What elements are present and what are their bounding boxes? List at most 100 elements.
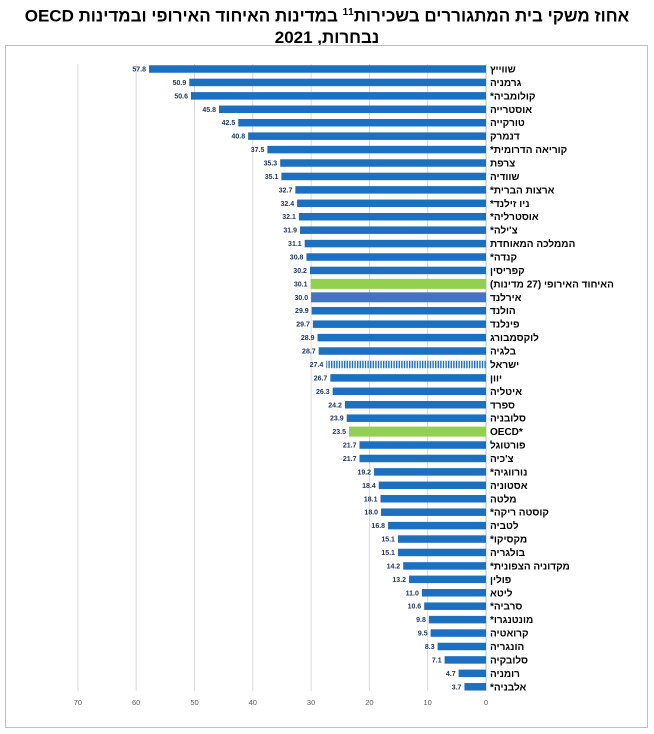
value-label: 40.8 <box>232 134 246 141</box>
category-label: אסטוניה <box>490 481 528 492</box>
gridlines <box>77 64 487 691</box>
value-label: 13.2 <box>392 577 406 584</box>
value-label: 7.1 <box>432 657 442 664</box>
value-label: 16.8 <box>371 523 385 530</box>
value-label: 21.7 <box>343 456 357 463</box>
value-label: 29.9 <box>295 308 309 315</box>
title-text-1-rest: במדינות האיחוד האירופי ובמדינות OECD <box>24 6 343 26</box>
bar <box>348 426 486 437</box>
value-label: 45.8 <box>202 107 216 114</box>
bar <box>421 589 486 597</box>
value-label: 30.1 <box>294 281 308 288</box>
x-tick-label: 50 <box>190 698 198 707</box>
category-label: לוקסמבורג <box>490 332 539 344</box>
value-label: 15.1 <box>381 550 395 557</box>
value-label: 9.5 <box>418 631 428 638</box>
bar <box>359 454 486 463</box>
bar <box>310 278 486 289</box>
bar <box>397 535 486 543</box>
chart-title: אחוז משקי בית המתגוררים בשכירות11 במדינו… <box>0 2 654 48</box>
bar <box>430 629 486 637</box>
bar <box>381 508 486 516</box>
bar <box>332 387 486 396</box>
value-label: 24.2 <box>328 402 342 409</box>
value-label: 32.1 <box>282 214 296 221</box>
bar <box>378 481 486 490</box>
bar <box>238 118 486 127</box>
labels: 0 10 20 30 40 50 60 70 57.8 שווייץ 50.9 גרמניה 50.6 ק… <box>74 65 614 708</box>
x-tick-label: 10 <box>424 698 432 707</box>
bar-chart: 0 10 20 30 40 50 60 70 57.8 שווייץ 50.9 גרמניה 50.6 ק… <box>74 64 614 708</box>
bar <box>344 401 486 409</box>
bar <box>458 669 486 678</box>
category-label: קפריסין <box>490 266 525 277</box>
bar <box>280 159 486 167</box>
value-label: 23.9 <box>330 416 344 423</box>
category-label: טורקייה <box>490 118 525 129</box>
footnote-marker: 11 <box>342 7 354 18</box>
value-label: 37.5 <box>251 147 265 154</box>
value-label: 4.7 <box>446 671 456 678</box>
value-label: 28.7 <box>302 349 316 356</box>
value-label: 30.8 <box>290 255 304 262</box>
bar <box>149 65 486 73</box>
category-label: שוודיה <box>490 172 519 183</box>
bar <box>380 495 486 503</box>
bar <box>444 656 486 664</box>
value-label: 31.1 <box>288 241 302 248</box>
bar <box>359 441 486 449</box>
bars <box>149 65 487 691</box>
value-label: 30.0 <box>294 295 308 302</box>
value-label: 21.7 <box>343 443 357 450</box>
bar <box>317 333 486 342</box>
category-label: קולומביה* <box>490 90 535 102</box>
category-label: מונטנגרו* <box>490 615 533 626</box>
bar <box>295 186 486 194</box>
category-label: קוריאה הדרומית* <box>490 145 567 156</box>
category-label: לטביה <box>490 520 519 532</box>
value-label: 32.4 <box>280 201 294 208</box>
category-label: מלטה <box>490 493 517 505</box>
category-label: סרביה* <box>490 602 522 613</box>
bar <box>388 521 486 530</box>
bar <box>297 199 486 208</box>
bar <box>298 212 486 221</box>
category-label: פורטוגל <box>490 440 526 452</box>
category-label: נורווגיה* <box>490 467 527 478</box>
bar <box>248 132 486 140</box>
bar <box>326 360 486 369</box>
title-line-1: אחוז משקי בית המתגוררים בשכירות11 במדינו… <box>0 2 654 27</box>
bar <box>374 468 486 476</box>
category-label: OECD* <box>490 427 523 438</box>
value-label: 14.2 <box>387 563 401 570</box>
category-label: ליטא <box>490 587 513 599</box>
value-label: 27.4 <box>310 362 324 369</box>
value-label: 26.3 <box>316 389 330 396</box>
category-label: קנדה* <box>490 253 517 264</box>
value-label: 42.5 <box>222 120 236 127</box>
category-label: שווייץ <box>490 65 516 76</box>
value-label: 28.9 <box>301 335 315 342</box>
value-label: 30.2 <box>293 268 307 275</box>
value-label: 35.3 <box>264 161 278 168</box>
category-label: איטליה <box>490 386 522 398</box>
category-label: בלגיה <box>490 346 517 358</box>
title-text-1: אחוז משקי בית המתגוררים בשכירות <box>353 6 630 26</box>
bar <box>311 292 486 303</box>
value-label: 57.8 <box>132 67 146 74</box>
value-label: 10.6 <box>408 604 422 611</box>
value-label: 18.1 <box>364 496 378 503</box>
bar <box>309 266 486 275</box>
category-label: סלובניה <box>490 413 526 425</box>
bar <box>306 253 486 261</box>
category-label: ניו זילנד* <box>490 198 530 210</box>
bar <box>311 306 486 315</box>
value-label: 3.7 <box>452 684 462 691</box>
value-label: 11.0 <box>406 590 419 597</box>
category-label: גרמניה <box>490 78 522 89</box>
category-label: ארצות הברית* <box>490 185 555 196</box>
category-label: אוסטרייה <box>490 105 532 116</box>
bar <box>191 92 486 100</box>
x-tick-label: 30 <box>307 698 315 707</box>
category-label: צרפת <box>490 159 515 170</box>
